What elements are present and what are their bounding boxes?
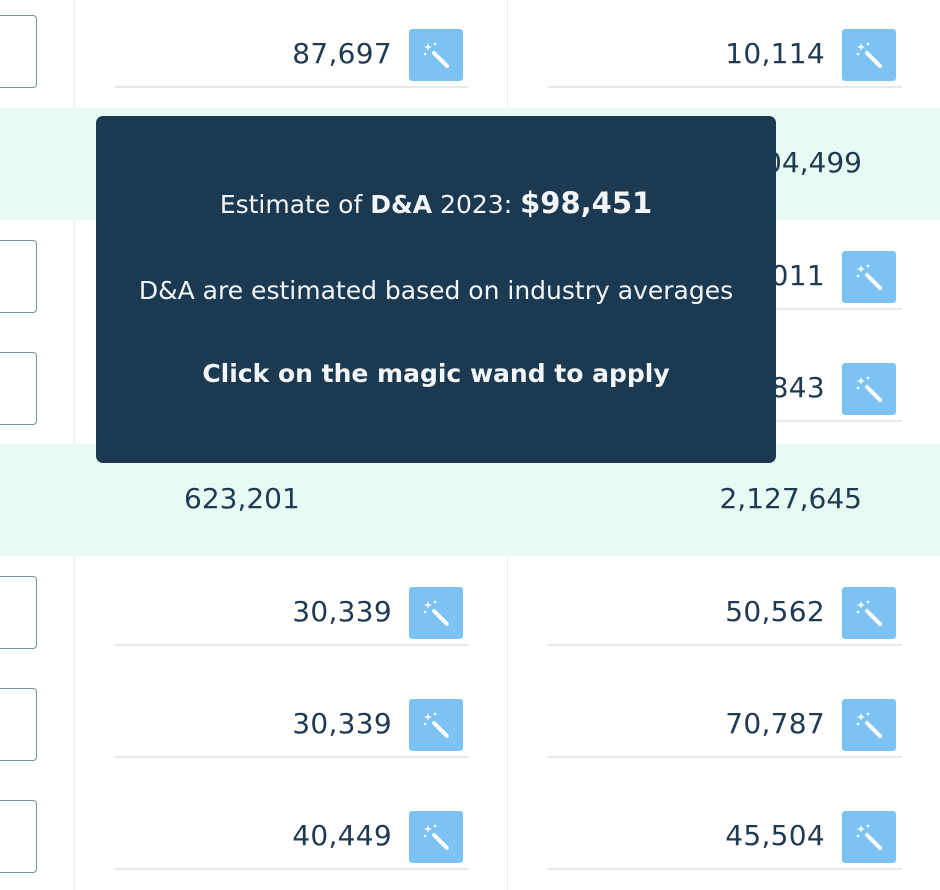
estimate-year: 2023: [432, 190, 521, 219]
table-row: 30,339 50,562 [0, 556, 940, 668]
value-cell[interactable]: 50,562 [548, 584, 902, 646]
row-input-box[interactable] [0, 15, 37, 88]
row-input-box[interactable] [0, 688, 37, 761]
tooltip-estimate-line: Estimate of D&A 2023: $98,451 [96, 186, 776, 220]
cell-underline [115, 86, 468, 88]
magic-wand-button[interactable] [409, 587, 463, 639]
magic-wand-button[interactable] [842, 363, 896, 415]
magic-wand-button[interactable] [409, 811, 463, 863]
value-cell[interactable]: 10,114 [548, 26, 902, 88]
magic-wand-icon [856, 42, 882, 68]
estimate-tooltip: Estimate of D&A 2023: $98,451 D&A are es… [96, 116, 776, 463]
magic-wand-button[interactable] [842, 699, 896, 751]
cell-value: 10,114 [725, 37, 825, 70]
value-cell[interactable]: 40,449 [115, 808, 468, 870]
magic-wand-button[interactable] [409, 699, 463, 751]
value-cell[interactable]: 45,504 [548, 808, 902, 870]
magic-wand-icon [856, 824, 882, 850]
table-row: 40,449 45,504 [0, 780, 940, 890]
value-cell[interactable]: 87,697 [115, 26, 468, 88]
estimate-value: $98,451 [520, 186, 653, 220]
magic-wand-icon [423, 42, 449, 68]
magic-wand-button[interactable] [842, 587, 896, 639]
total-value: 2,127,645 [719, 482, 862, 515]
magic-wand-icon [856, 712, 882, 738]
cell-value: 87,697 [292, 37, 392, 70]
magic-wand-icon [856, 264, 882, 290]
cell-underline [115, 756, 468, 758]
cell-underline [115, 868, 468, 870]
total-value: 623,201 [184, 482, 300, 515]
cell-value: 70,787 [725, 707, 825, 740]
cell-underline [548, 86, 902, 88]
cell-value: 30,339 [292, 595, 392, 628]
tooltip-instruction: Click on the magic wand to apply [202, 359, 670, 388]
cell-underline [548, 644, 902, 646]
magic-wand-icon [423, 824, 449, 850]
cell-underline [548, 756, 902, 758]
row-input-box[interactable] [0, 352, 37, 425]
row-input-box[interactable] [0, 240, 37, 313]
table-row: 87,697 10,114 [0, 0, 940, 108]
magic-wand-button[interactable] [842, 29, 896, 81]
magic-wand-button[interactable] [842, 811, 896, 863]
cell-underline [115, 644, 468, 646]
tooltip-explanation: D&A are estimated based on industry aver… [138, 276, 734, 305]
estimate-label: D&A [370, 190, 433, 219]
cell-value: 40,449 [292, 819, 392, 852]
magic-wand-icon [423, 712, 449, 738]
estimate-prefix: Estimate of [219, 190, 371, 219]
magic-wand-icon [856, 600, 882, 626]
magic-wand-button[interactable] [842, 251, 896, 303]
cell-underline [548, 868, 902, 870]
cell-value: 45,504 [725, 819, 825, 852]
row-input-box[interactable] [0, 800, 37, 873]
magic-wand-button[interactable] [409, 29, 463, 81]
magic-wand-icon [856, 376, 882, 402]
table-row: 30,339 70,787 [0, 668, 940, 780]
cell-value: 30,339 [292, 707, 392, 740]
value-cell[interactable]: 30,339 [115, 584, 468, 646]
magic-wand-icon [423, 600, 449, 626]
cell-value: 50,562 [725, 595, 825, 628]
row-input-box[interactable] [0, 576, 37, 649]
value-cell[interactable]: 30,339 [115, 696, 468, 758]
value-cell[interactable]: 70,787 [548, 696, 902, 758]
